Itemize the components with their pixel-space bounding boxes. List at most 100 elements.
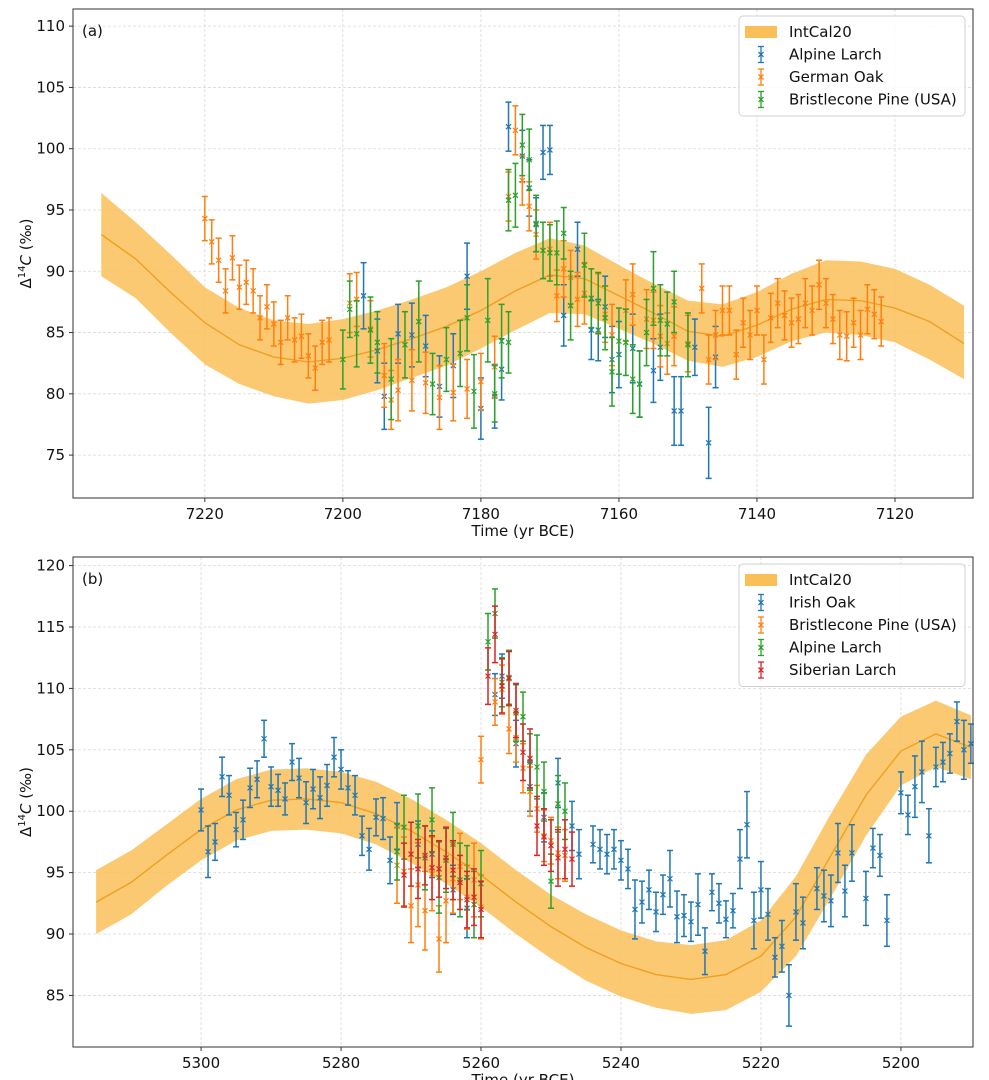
data-point bbox=[484, 277, 491, 363]
data-point bbox=[767, 292, 774, 344]
y-axis-label-superscript: 14 bbox=[17, 814, 28, 827]
data-point bbox=[367, 296, 374, 364]
series-siberian-larch bbox=[401, 605, 575, 939]
point-marker bbox=[526, 203, 533, 210]
point-marker bbox=[604, 851, 610, 858]
data-point bbox=[691, 318, 698, 377]
point-marker bbox=[464, 896, 470, 903]
point-marker bbox=[450, 389, 457, 396]
point-marker bbox=[282, 796, 288, 802]
point-marker bbox=[236, 284, 243, 291]
point-marker bbox=[546, 249, 553, 256]
point-marker bbox=[555, 800, 561, 807]
legend-label: German Oak bbox=[789, 68, 884, 86]
point-marker bbox=[215, 257, 222, 264]
point-marker bbox=[569, 823, 575, 829]
data-point bbox=[726, 285, 733, 336]
data-point bbox=[492, 677, 499, 726]
legend: IntCal20 Irish Oak Bristlecone Pine (USA) A… bbox=[738, 563, 966, 687]
point-marker bbox=[730, 907, 736, 914]
data-point bbox=[657, 284, 664, 357]
y-tick-label: 110 bbox=[36, 679, 65, 697]
data-point bbox=[380, 796, 387, 841]
data-point bbox=[897, 771, 904, 815]
point-marker bbox=[339, 356, 346, 363]
point-marker bbox=[695, 901, 701, 908]
data-point bbox=[671, 375, 678, 447]
legend-box bbox=[738, 563, 966, 687]
panel-label: (a) bbox=[82, 22, 103, 40]
point-marker bbox=[394, 848, 400, 855]
point-marker bbox=[254, 776, 260, 783]
y-tick-label: 85 bbox=[46, 986, 65, 1004]
point-marker bbox=[765, 911, 771, 918]
data-point bbox=[622, 308, 629, 377]
data-point bbox=[750, 891, 757, 950]
data-point bbox=[284, 295, 291, 341]
point-marker bbox=[609, 332, 615, 338]
data-point bbox=[792, 882, 799, 941]
point-marker bbox=[779, 943, 785, 950]
data-point bbox=[781, 290, 788, 341]
point-marker bbox=[781, 312, 788, 319]
y-tick-label: 85 bbox=[46, 324, 65, 342]
data-point bbox=[394, 822, 401, 881]
data-point bbox=[512, 105, 519, 156]
legend-swatch-errorbar bbox=[758, 593, 764, 612]
data-point bbox=[705, 334, 712, 385]
point-marker bbox=[878, 318, 885, 325]
data-point bbox=[617, 839, 624, 881]
point-marker bbox=[512, 192, 519, 199]
point-marker bbox=[429, 816, 435, 823]
data-point bbox=[743, 790, 750, 859]
point-marker bbox=[422, 907, 428, 914]
point-marker bbox=[408, 332, 415, 338]
point-marker bbox=[367, 327, 374, 334]
data-point bbox=[871, 288, 878, 340]
x-tick-label: 5280 bbox=[322, 1054, 360, 1072]
x-tick-label: 5260 bbox=[462, 1054, 500, 1072]
y-tick-label: 120 bbox=[36, 557, 65, 575]
point-marker bbox=[737, 856, 743, 863]
point-marker bbox=[823, 300, 829, 307]
data-point bbox=[760, 334, 767, 385]
point-marker bbox=[932, 764, 939, 770]
point-marker bbox=[233, 826, 239, 833]
point-marker bbox=[240, 816, 246, 823]
data-point bbox=[198, 788, 205, 832]
point-marker bbox=[513, 707, 519, 714]
intcal20-band bbox=[96, 700, 971, 1014]
data-point bbox=[533, 795, 540, 857]
point-marker bbox=[506, 726, 512, 732]
data-point bbox=[526, 728, 533, 789]
data-point bbox=[843, 310, 850, 362]
point-marker bbox=[849, 850, 855, 856]
point-marker bbox=[674, 913, 680, 920]
point-marker bbox=[597, 846, 603, 853]
data-point bbox=[666, 849, 673, 908]
data-point bbox=[492, 605, 499, 664]
data-point bbox=[506, 650, 513, 707]
data-point bbox=[422, 825, 429, 886]
point-marker bbox=[590, 841, 596, 848]
data-point bbox=[395, 358, 402, 422]
data-point bbox=[836, 309, 843, 361]
data-point bbox=[554, 828, 561, 887]
point-marker bbox=[443, 897, 449, 904]
data-point bbox=[443, 826, 450, 890]
legend-entry: German Oak bbox=[758, 68, 884, 86]
data-point bbox=[498, 303, 505, 379]
point-marker bbox=[346, 306, 353, 313]
data-point bbox=[740, 297, 747, 349]
point-marker bbox=[774, 300, 781, 307]
point-marker bbox=[576, 851, 582, 858]
legend-label: IntCal20 bbox=[789, 23, 852, 41]
series-irish-oak bbox=[198, 653, 974, 1027]
point-marker bbox=[305, 352, 312, 359]
data-point bbox=[257, 295, 264, 341]
point-marker bbox=[373, 814, 379, 821]
point-marker bbox=[560, 265, 567, 272]
data-point bbox=[491, 364, 498, 423]
data-point bbox=[338, 749, 345, 790]
